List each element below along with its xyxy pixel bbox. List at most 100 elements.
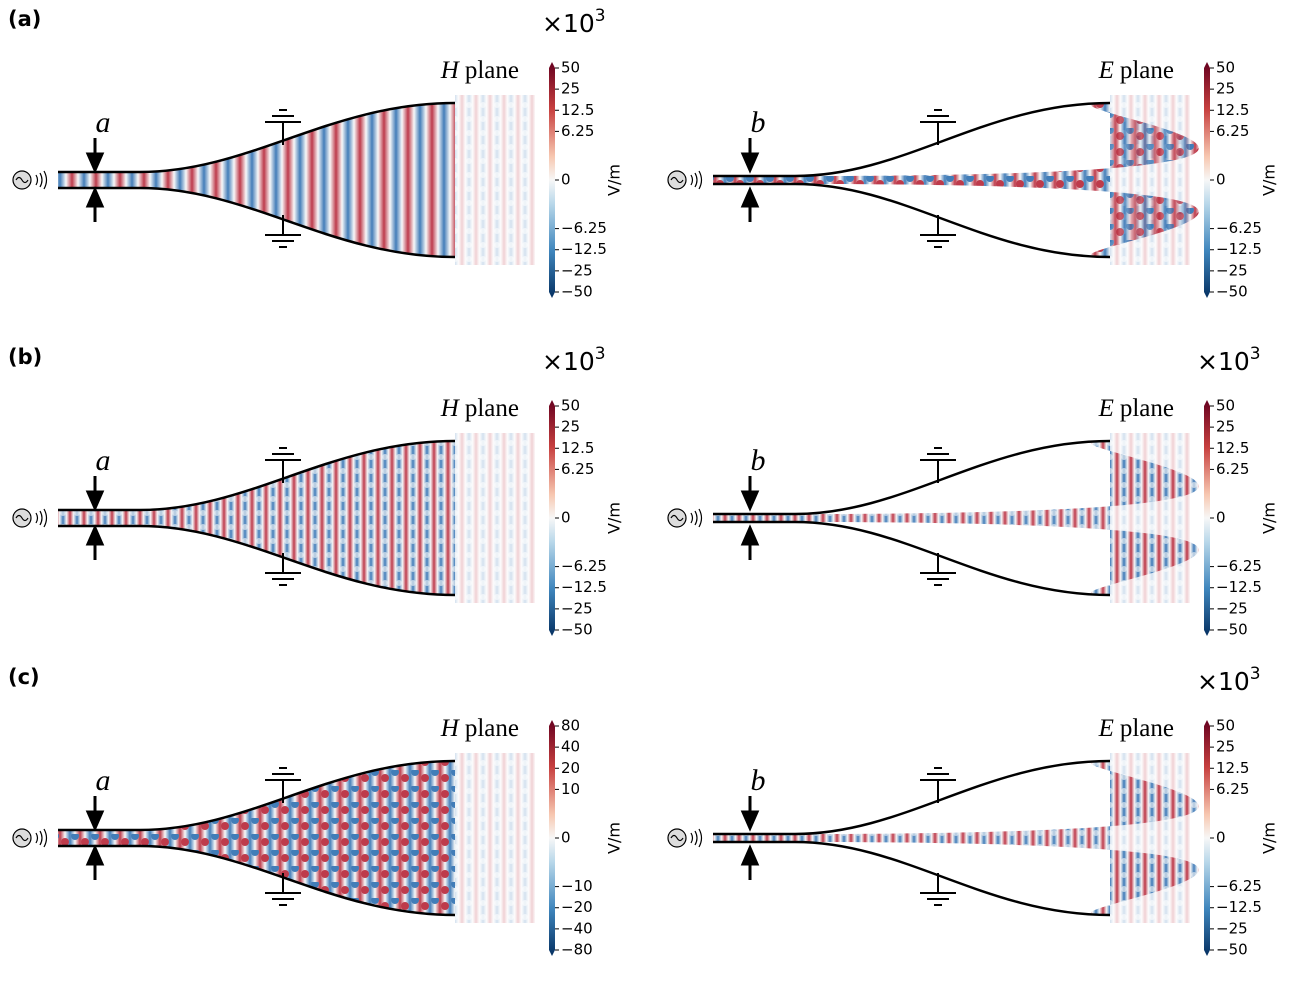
colorbar-unit: V/m [605,502,624,534]
colorbar-tick-label: 50 [1216,59,1235,77]
dimension-label: b [751,764,766,797]
colorbar [1204,62,1210,298]
horn-top [58,439,456,512]
source-wave [670,170,703,190]
panel: a H plane 50 25 12.5 6.25 0 −6.25 −12.5 −25 −50 V/m ×… [12,344,624,639]
colorbar [1204,400,1210,636]
panel-label: (c) [8,665,40,689]
colorbar-tick-label: 25 [1216,80,1235,98]
colorbar-tick-label: 0 [561,171,571,189]
colorbar-tick-label: 0 [561,509,571,527]
colorbar-tick-label: 12.5 [561,439,594,457]
colorbar-tick-label: 6.25 [1216,122,1249,140]
multiplier-exponent: 3 [595,344,606,364]
horn-bottom [713,520,1111,597]
colorbar-tick-label: −6.25 [1216,557,1262,575]
plane-word: plane [465,395,519,422]
multiplier-exponent: 3 [1250,344,1261,364]
panel-label: (b) [8,345,42,369]
plane-word: plane [1120,395,1174,422]
radiated-field [455,433,535,603]
dimension-arrows [85,476,105,560]
plane-symbol: E [1098,395,1114,422]
colorbar-tick-label: −12.5 [1216,898,1262,916]
colorbar-tick-label: −6.25 [561,557,607,575]
colorbar-tick-label: −6.25 [561,219,607,237]
plane-symbol: H [440,715,461,742]
dimension-arrows [85,138,105,222]
dimension-label: b [751,444,766,477]
colorbar-unit: V/m [1260,164,1279,196]
panel: a H plane 80 40 20 10 0 −10 −20 −40 −80 V/m [12,715,624,959]
source-wave [670,508,703,528]
radiated-field [1110,433,1190,603]
multiplier-base: ×10 [1197,347,1250,376]
colorbar-tick-label: −80 [561,941,593,959]
colorbar-unit: V/m [605,164,624,196]
colorbar-tick-label: 25 [561,418,580,436]
source-wave [670,828,703,848]
horn-top [713,101,1111,178]
dimension-label: a [96,444,111,477]
dimension-arrows [740,138,760,222]
source-wave [15,508,48,528]
colorbar-tick-label: −40 [561,919,593,937]
colorbar [549,720,555,956]
radiated-field [455,753,535,923]
colorbar-unit: V/m [605,822,624,854]
colorbar-tick-label: 12.5 [1216,759,1249,777]
ground-bottom [920,215,956,248]
ground-bottom [920,873,956,906]
colorbar-tick-label: 0 [1216,171,1226,189]
colorbar-tick-label: −12.5 [1216,578,1262,596]
colorbar-tick-label: 0 [561,829,571,847]
colorbar-tick-label: 80 [561,717,580,735]
source-wave [15,828,48,848]
colorbar-tick-label: 25 [1216,418,1235,436]
horn-top [713,759,1111,836]
plane-word: plane [1120,715,1174,742]
colorbar-tick-label: −50 [1216,941,1248,959]
horn-bottom [58,844,456,917]
colorbar-unit: V/m [1260,822,1279,854]
colorbar-multiplier: ×103 [542,344,606,376]
colorbar-multiplier: ×103 [1197,664,1261,696]
colorbar-unit: V/m [1260,502,1279,534]
colorbar-tick-label: 40 [561,738,580,756]
colorbar-tick-label: −50 [1216,621,1248,639]
colorbar-tick-label: 25 [561,80,580,98]
ground-bottom [265,873,301,906]
colorbar-tick-label: −25 [1216,919,1248,937]
colorbar-tick-label: 6.25 [1216,460,1249,478]
dimension-arrows [85,796,105,880]
colorbar-tick-label: 0 [1216,509,1226,527]
field-map [58,761,455,915]
colorbar-tick-label: −12.5 [1216,240,1262,258]
horn-bottom [713,182,1111,259]
colorbar [549,62,555,298]
dimension-arrows [740,476,760,560]
multiplier-base: ×10 [542,9,595,38]
colorbar-tick-label: 12.5 [1216,101,1249,119]
colorbar-tick-label: −50 [1216,283,1248,301]
colorbar-multiplier: ×103 [1197,344,1261,376]
plane-word: plane [465,715,519,742]
colorbar-tick-label: 50 [1216,717,1235,735]
ground-top [920,109,956,145]
horn-top [58,101,456,174]
plane-word: plane [465,57,519,84]
colorbar-tick-label: 0 [1216,829,1226,847]
colorbar-tick-label: −12.5 [561,240,607,258]
radiated-field [1110,753,1190,923]
horn-bottom [58,186,456,259]
panel: b E plane 50 25 12.5 6.25 0 −6.25 −12.5 −25 −50 V/m ×… [667,664,1279,959]
colorbar-tick-label: −6.25 [1216,877,1262,895]
radiated-field [455,95,535,265]
ground-top [265,447,301,483]
